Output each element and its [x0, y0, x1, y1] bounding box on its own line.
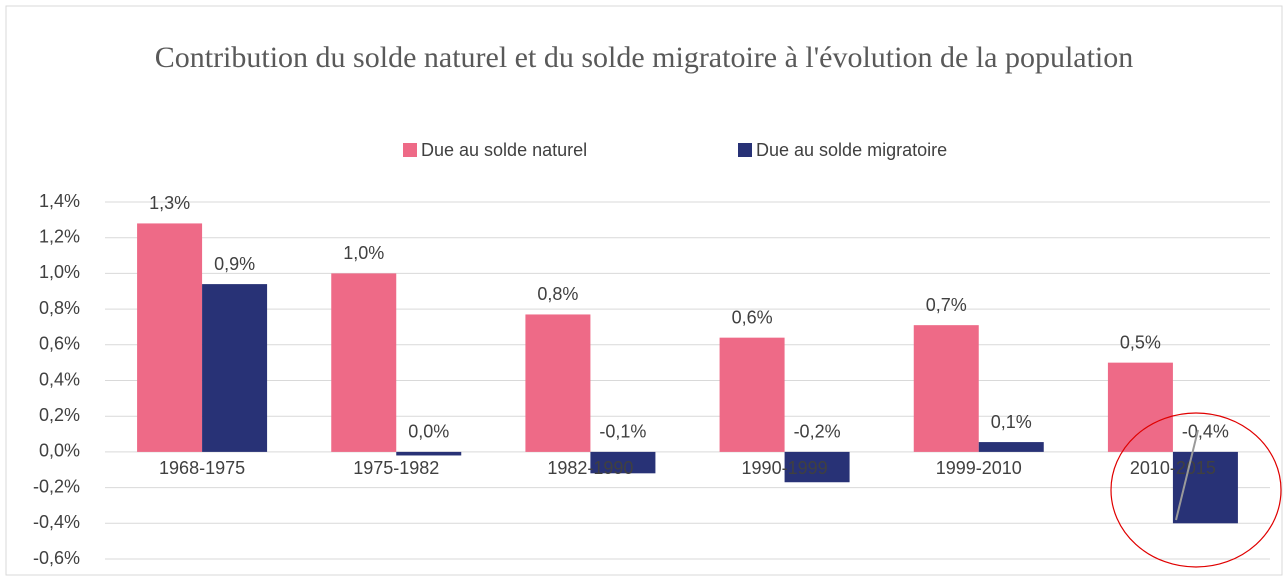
annotation-line [1175, 429, 1199, 521]
bar [331, 273, 397, 452]
value-label: -0,4% [1182, 422, 1229, 442]
bar [784, 451, 850, 483]
x-tick-label: 1999-2010 [936, 458, 1022, 478]
y-tick-label: 0,4% [39, 369, 80, 389]
y-tick-label: 1,0% [39, 262, 80, 282]
y-tick-label: 0,8% [39, 298, 80, 318]
legend-label: Due au solde naturel [421, 140, 587, 160]
bar [590, 451, 656, 474]
value-label: 1,3% [149, 193, 190, 213]
y-tick-label: 0,6% [39, 334, 80, 354]
y-tick-label: -0,6% [33, 548, 80, 568]
chart-title: Contribution du solde naturel et du sold… [154, 41, 1134, 74]
value-label: 0,6% [732, 307, 773, 327]
value-label: 0,8% [537, 284, 578, 304]
grid [105, 201, 1270, 560]
y-tick-label: 1,4% [39, 191, 80, 211]
x-tick-label: 1975-1982 [353, 458, 439, 478]
value-label: 0,5% [1120, 332, 1161, 352]
y-tick-label: -0,2% [33, 476, 80, 496]
bar [1107, 362, 1173, 452]
value-label: -0,1% [599, 422, 646, 442]
y-tick-label: 0,0% [39, 441, 80, 461]
bar [978, 442, 1044, 452]
value-label: 1,0% [343, 243, 384, 263]
bar [137, 223, 203, 452]
y-tick-label: 0,2% [39, 405, 80, 425]
value-label: 0,7% [926, 295, 967, 315]
value-label: -0,2% [794, 422, 841, 442]
legend-swatch [403, 143, 417, 157]
legend-swatch [738, 143, 752, 157]
bar [913, 325, 979, 452]
x-tick-label: 2010-2015 [1130, 458, 1216, 478]
bar [396, 451, 462, 456]
x-tick-label: 1982-1990 [547, 458, 633, 478]
legend-label: Due au solde migratoire [756, 140, 947, 160]
labels: -0,6% -0,4% -0,2% 0,0% 0,2% 0,4% 0,6% 0,8% 1,0% 1… [33, 140, 1229, 568]
value-label: 0,1% [991, 412, 1032, 432]
x-tick-label: 1990-1999 [742, 458, 828, 478]
bar [525, 314, 591, 452]
value-label: 0,0% [408, 422, 449, 442]
value-label: 0,9% [214, 254, 255, 274]
annotation-circle [1110, 412, 1282, 568]
marks [137, 223, 1238, 524]
y-tick-label: 1,2% [39, 226, 80, 246]
y-tick-label: -0,4% [33, 512, 80, 532]
bar [719, 337, 785, 452]
bar [202, 284, 268, 452]
x-tick-label: 1968-1975 [159, 458, 245, 478]
